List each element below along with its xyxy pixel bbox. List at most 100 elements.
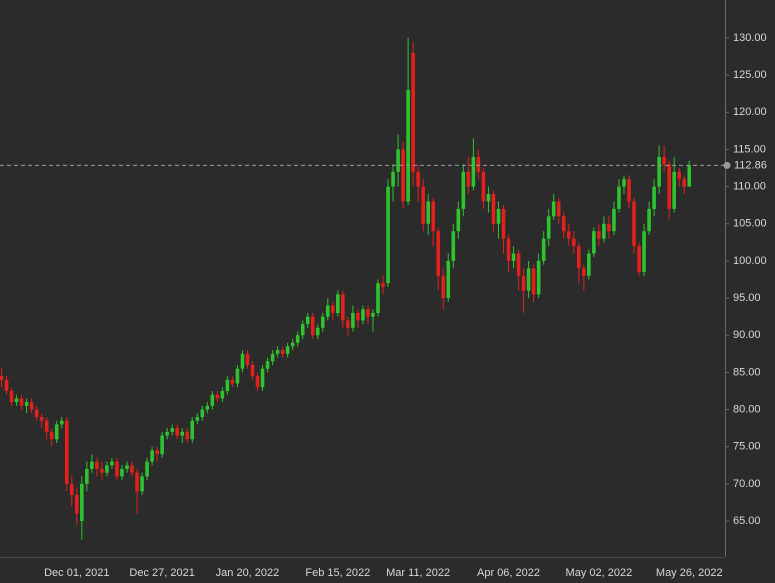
candle-body [396,149,400,172]
candle-body [69,483,74,496]
candle-body [361,309,365,321]
candle-body [230,379,235,384]
candle-body [24,402,29,406]
x-tick-label: May 26, 2022 [656,567,723,579]
candle-body [80,483,84,522]
x-tick-label: Jan 20, 2022 [216,567,280,579]
candle-body [682,179,687,187]
candle-body [426,201,430,224]
candle-body [546,216,551,239]
candle-body [566,231,571,239]
candle-body [466,171,471,187]
y-tick-label: 125.00 [733,69,767,81]
candle-body [215,394,220,399]
candle-body [190,420,195,440]
candle-body [431,201,436,232]
candle-body [64,420,69,484]
y-tick-label: 80.00 [733,403,761,415]
candle-body [657,156,661,187]
candle-body [677,171,681,180]
candle-body [637,246,641,273]
candle-body [145,461,149,477]
candle-body [225,379,230,391]
y-tick-label: 75.00 [733,441,761,453]
candle-body [481,171,486,202]
candle-body [366,309,370,317]
candle-body [180,431,185,436]
y-tick-label: 105.00 [733,218,767,230]
candle-body [275,350,280,354]
candle-body [597,231,601,239]
candle-body [310,316,315,336]
x-tick-label: Feb 15, 2022 [305,567,370,579]
candle-body [386,186,390,284]
candle-body [220,390,225,399]
y-tick-label: 70.00 [733,478,761,490]
candle-body [376,283,380,313]
candle-body [667,164,671,209]
candle-body [280,350,285,354]
candle-body [195,416,200,421]
candle-body [44,420,49,432]
candle-body [115,461,119,477]
candle-body [672,171,676,209]
candle-body [175,428,179,436]
candle-body [315,327,320,336]
candle-body [170,428,174,432]
candle-body [486,194,491,202]
candle-body [95,461,99,470]
candle-body [160,435,164,455]
candle-body [341,294,345,321]
y-tick-label: 65.00 [733,515,761,527]
candle-body [391,171,395,187]
candle-body [140,476,144,492]
candle-body [506,238,511,261]
candle-body [371,312,375,317]
y-tick-label: 85.00 [733,366,761,378]
candle-body [627,179,631,202]
candle-body [120,469,124,477]
candle-body [105,465,109,473]
candle-body [541,238,546,261]
candle-body [135,472,139,492]
candle-body [90,461,94,470]
candle-body [436,231,441,276]
x-tick-label: Mar 11, 2022 [386,567,450,579]
candle-body [577,246,581,269]
candle-body [300,324,305,336]
candle-body [687,165,692,187]
candle-body [346,320,350,328]
y-tick-label: 95.00 [733,292,761,304]
candle-body [401,149,405,202]
candle-body [39,416,44,421]
candle-body [100,469,104,473]
candle-body [59,420,64,425]
candle-body [461,171,466,209]
candle-body [511,253,516,261]
y-tick-label: 100.00 [733,255,767,267]
candle-body [295,335,300,343]
candle-body [9,390,14,403]
candle-body [155,450,159,455]
candle-body [456,208,461,232]
candle-body [290,342,295,347]
candle-body [305,316,310,325]
y-tick-label: 90.00 [733,329,761,341]
candle-body [235,368,240,384]
x-tick-label: Dec 01, 2021 [44,567,109,579]
candle-body [632,201,636,247]
candle-body [642,231,646,273]
candle-body [521,275,526,291]
candle-body [607,223,611,232]
candle-body [471,156,476,187]
candle-body [516,253,521,276]
candle-body [592,231,596,254]
candle-body [326,305,330,317]
y-tick-label: 120.00 [733,106,767,118]
candle-body [356,312,360,321]
candle-body [336,294,340,313]
candle-body [617,186,621,209]
candle-body [185,431,190,440]
candle-body [622,179,626,187]
